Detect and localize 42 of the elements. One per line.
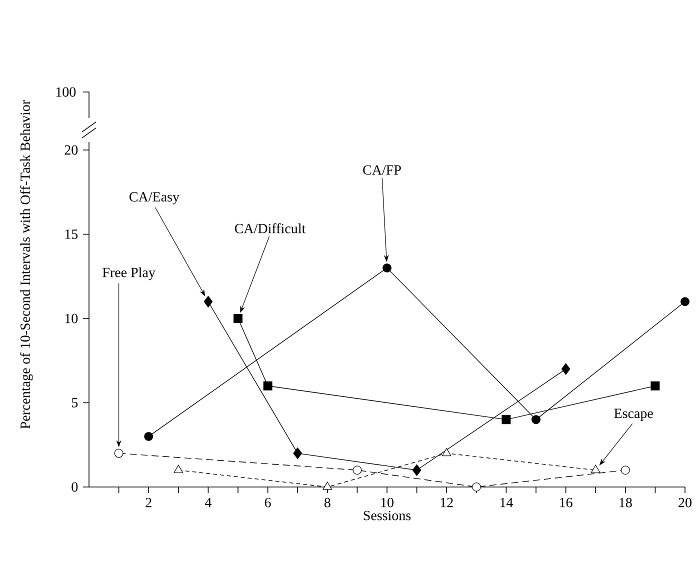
x-tick-label: 2	[146, 498, 152, 508]
y-tick-label: 5	[72, 398, 78, 408]
x-tick-label: 16	[560, 498, 572, 508]
point	[472, 482, 481, 492]
y-tick-label: 20	[64, 145, 78, 155]
text: CA/FP	[363, 165, 401, 175]
text: Escape	[614, 408, 653, 421]
point	[382, 263, 392, 272]
x-axis-title: Sessions	[364, 510, 411, 520]
point	[590, 464, 600, 473]
text: CA/Difficult	[234, 223, 306, 234]
point	[174, 464, 184, 473]
x-tick-label: 12	[440, 498, 453, 508]
x-tick-label: 18	[620, 498, 632, 508]
point	[620, 466, 630, 475]
point	[412, 464, 422, 476]
point	[352, 466, 362, 475]
y-tick-label: 15	[65, 230, 78, 239]
x-tick-label: 6	[264, 498, 271, 508]
text: 100	[56, 87, 76, 97]
x-tick-label: 8	[324, 498, 330, 508]
x-tick-label: 4	[204, 498, 212, 508]
point	[561, 363, 570, 375]
point	[234, 314, 242, 323]
point	[322, 482, 332, 490]
y-tick-label: 0	[72, 482, 78, 492]
x-tick-label: 20	[678, 498, 692, 508]
point	[650, 381, 660, 390]
point	[293, 448, 302, 460]
point	[204, 296, 213, 308]
point	[502, 415, 511, 424]
point	[532, 415, 540, 424]
point	[442, 448, 452, 456]
point	[114, 448, 124, 458]
x-tick-label: 10	[381, 498, 394, 508]
y-tick-label: 10	[65, 314, 78, 324]
point	[144, 432, 154, 441]
y-axis-title: Percentage of 10-Second Intervals with Off-Task Behavior	[20, 100, 33, 429]
text: CA/Easy	[130, 192, 180, 204]
point	[263, 381, 272, 390]
text: Free Play	[102, 267, 156, 280]
x-tick-label: 14	[500, 498, 513, 508]
